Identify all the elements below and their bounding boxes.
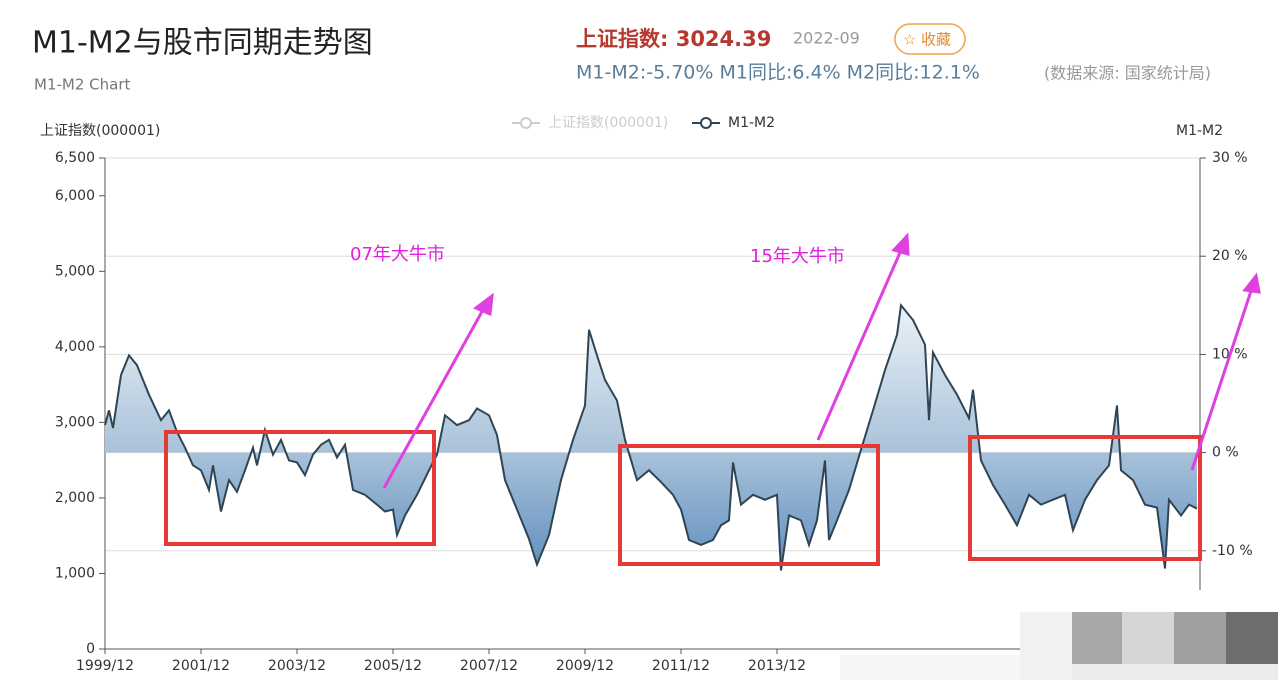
y-axis-label: 上证指数(000001)	[40, 123, 160, 139]
arrow-line	[816, 247, 904, 441]
watermark-blur	[1072, 612, 1122, 664]
arrow-line	[1190, 287, 1254, 471]
plot-area: -10 %0 %10 %20 %30 %01,0002,0003,0004,00…	[55, 150, 1253, 674]
x-tick-label: 2013/12	[748, 658, 806, 674]
y2-tick-label: 0 %	[1212, 445, 1239, 461]
y-tick-label: 3,000	[55, 414, 95, 430]
area-fill	[105, 305, 1197, 571]
arrow-head	[473, 292, 494, 317]
index-quote: 上证指数: 3024.39	[576, 27, 771, 51]
annotation: 07年大牛市	[350, 244, 445, 265]
y-tick-label: 1,000	[55, 565, 95, 581]
watermark-blur	[1174, 612, 1226, 664]
x-tick-label: 2007/12	[460, 658, 518, 674]
x-tick-label: 2005/12	[364, 658, 422, 674]
legend-label-inactive[interactable]: 上证指数(000001)	[548, 115, 668, 131]
watermark-blur	[1122, 612, 1174, 664]
overlay: 07年大牛市 15年大牛市	[164, 232, 1278, 680]
legend-marker[interactable]	[700, 117, 712, 129]
y-tick-label: 0	[86, 641, 95, 657]
stats-line: M1-M2:-5.70% M1同比:6.4% M2同比:12.1%	[576, 62, 980, 84]
series-line	[104, 302, 1198, 571]
y2-tick-label: 30 %	[1212, 150, 1248, 166]
x-tick-label: 2001/12	[172, 658, 230, 674]
source-note: (数据来源: 国家统计局)	[1044, 64, 1211, 83]
arrow-head	[891, 232, 910, 257]
highlight-box	[164, 430, 436, 546]
x-tick-label: 2011/12	[652, 658, 710, 674]
x-tick-label: 2003/12	[268, 658, 326, 674]
y2-axis-label: M1-M2	[1176, 123, 1223, 139]
favorite-label[interactable]: 收藏	[921, 31, 951, 49]
y2-tick-label: 20 %	[1212, 248, 1248, 264]
y-tick-label: 4,000	[55, 339, 95, 355]
y-tick-label: 5,000	[55, 263, 95, 279]
arrow-line	[382, 307, 486, 489]
favorite-icon[interactable]: ☆	[903, 31, 916, 49]
watermark-blur	[1072, 664, 1278, 680]
quote-date: 2022-09	[793, 29, 860, 48]
chart-title: M1-M2与股市同期走势图	[32, 26, 373, 61]
legend-marker-inactive[interactable]	[520, 117, 532, 129]
annotation: 15年大牛市	[750, 246, 845, 267]
y-tick-label: 6,000	[55, 188, 95, 204]
favorite-button[interactable]: ☆ 收藏	[894, 23, 966, 55]
watermark-blur	[1226, 612, 1278, 664]
legend[interactable]: 上证指数(000001) M1-M2	[512, 115, 775, 131]
y2-tick-label: -10 %	[1212, 543, 1253, 559]
x-tick-label: 1999/12	[76, 658, 134, 674]
highlight-box	[618, 444, 880, 566]
chart-subtitle: M1-M2 Chart	[34, 76, 130, 94]
y-tick-label: 6,500	[55, 150, 95, 166]
arrow-head	[1242, 272, 1261, 294]
favorite-frame[interactable]	[894, 23, 966, 55]
legend-label[interactable]: M1-M2	[728, 115, 775, 131]
highlight-box	[968, 435, 1202, 561]
watermark-blur	[1020, 612, 1072, 680]
x-tick-label: 2009/12	[556, 658, 614, 674]
y-tick-label: 2,000	[55, 490, 95, 506]
